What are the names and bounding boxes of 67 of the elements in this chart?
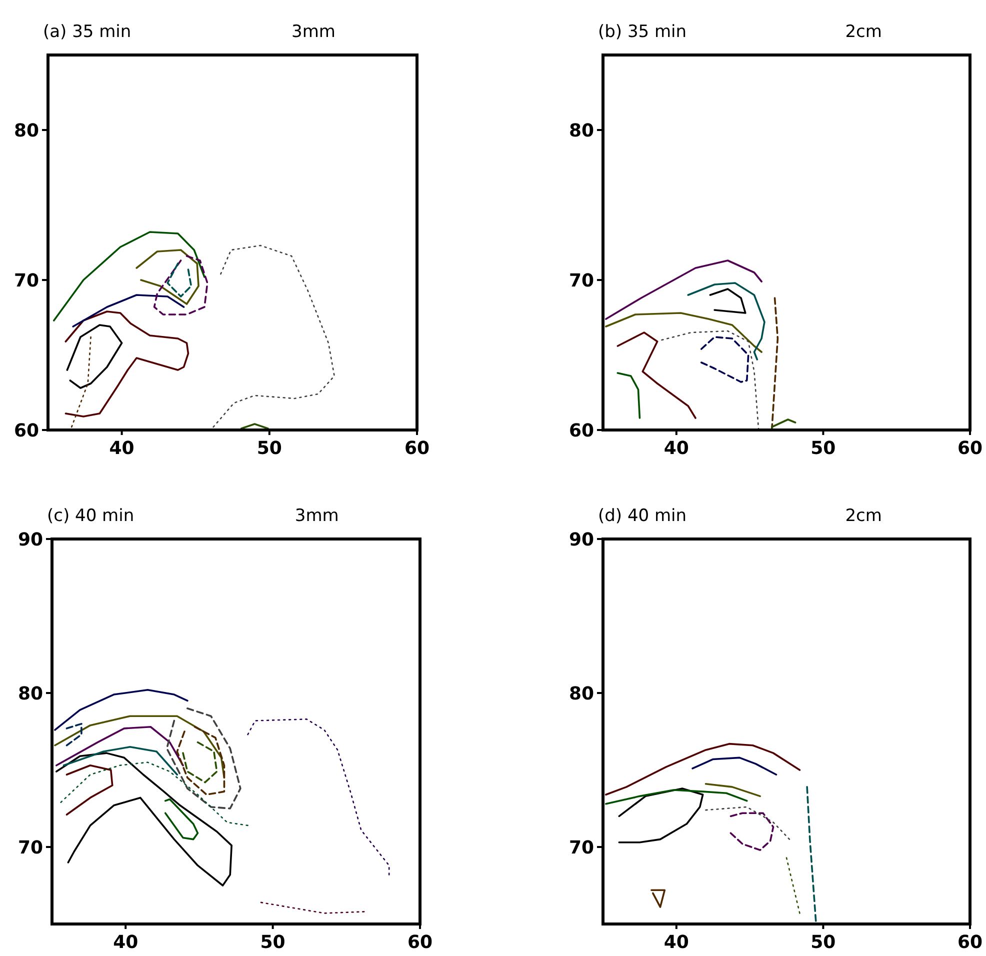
- x-tick-label: 60: [957, 438, 983, 459]
- chart-title: (d) 40 min: [598, 506, 687, 526]
- x-tick-label: 40: [664, 438, 689, 459]
- chart-subtitle: 3mm: [292, 22, 336, 42]
- line-series: [605, 742, 801, 796]
- line-series: [247, 718, 390, 876]
- y-tick-label: 70: [18, 837, 43, 858]
- line-series: [153, 255, 208, 316]
- line-series: [212, 244, 335, 428]
- line-series: [53, 231, 206, 322]
- chart-subtitle: 2cm: [845, 22, 882, 42]
- line-series: [66, 764, 114, 816]
- line-series: [56, 752, 232, 886]
- y-tick-label: 70: [568, 837, 594, 858]
- x-tick-label: 60: [957, 932, 983, 953]
- chart-subtitle: 3mm: [294, 506, 339, 526]
- line-series: [166, 262, 192, 298]
- x-tick-label: 60: [404, 438, 430, 459]
- line-series: [616, 332, 696, 419]
- x-tick-label: 50: [260, 932, 286, 953]
- y-tick-label: 60: [568, 420, 594, 442]
- line-series: [136, 249, 200, 305]
- line-series: [54, 689, 188, 731]
- y-tick-label: 60: [14, 420, 39, 442]
- line-series: [182, 741, 218, 784]
- x-tick-label: 40: [113, 932, 138, 953]
- x-tick-label: 40: [109, 438, 134, 459]
- line-series: [64, 310, 190, 418]
- line-series: [62, 746, 178, 776]
- line-series: [687, 282, 766, 360]
- x-tick-label: 50: [810, 932, 836, 953]
- line-series: [709, 288, 746, 314]
- line-series: [605, 789, 748, 805]
- x-tick-label: 40: [664, 932, 689, 953]
- x-tick-label: 60: [407, 932, 433, 953]
- line-series: [176, 726, 226, 796]
- line-series: [166, 708, 242, 810]
- line-series: [705, 806, 790, 840]
- line-series: [730, 812, 774, 851]
- line-series: [661, 330, 760, 431]
- line-series: [60, 762, 248, 826]
- line-series: [616, 372, 641, 419]
- line-series: [54, 715, 226, 779]
- chart-title: (b) 35 min: [598, 22, 687, 42]
- line-series: [66, 722, 82, 746]
- y-tick-label: 90: [568, 529, 594, 550]
- line-series: [618, 788, 704, 844]
- line-series: [72, 294, 185, 328]
- chart-title: (a) 35 min: [43, 22, 132, 42]
- x-tick-label: 50: [256, 438, 282, 459]
- chart-subtitle: 2cm: [845, 506, 882, 526]
- y-tick-label: 70: [14, 270, 39, 292]
- line-series: [692, 756, 778, 776]
- line-series: [66, 324, 123, 389]
- y-tick-label: 70: [568, 270, 594, 292]
- y-tick-label: 80: [18, 683, 43, 704]
- line-series: [56, 726, 184, 766]
- y-tick-label: 80: [568, 120, 594, 142]
- line-series: [605, 312, 762, 353]
- x-tick-label: 50: [810, 438, 836, 459]
- line-series: [605, 260, 762, 320]
- line-series: [164, 798, 199, 840]
- y-tick-label: 90: [18, 529, 43, 550]
- y-tick-label: 80: [568, 683, 594, 704]
- y-tick-label: 80: [14, 120, 39, 142]
- chart-title: (c) 40 min: [47, 506, 134, 526]
- line-series: [700, 336, 750, 383]
